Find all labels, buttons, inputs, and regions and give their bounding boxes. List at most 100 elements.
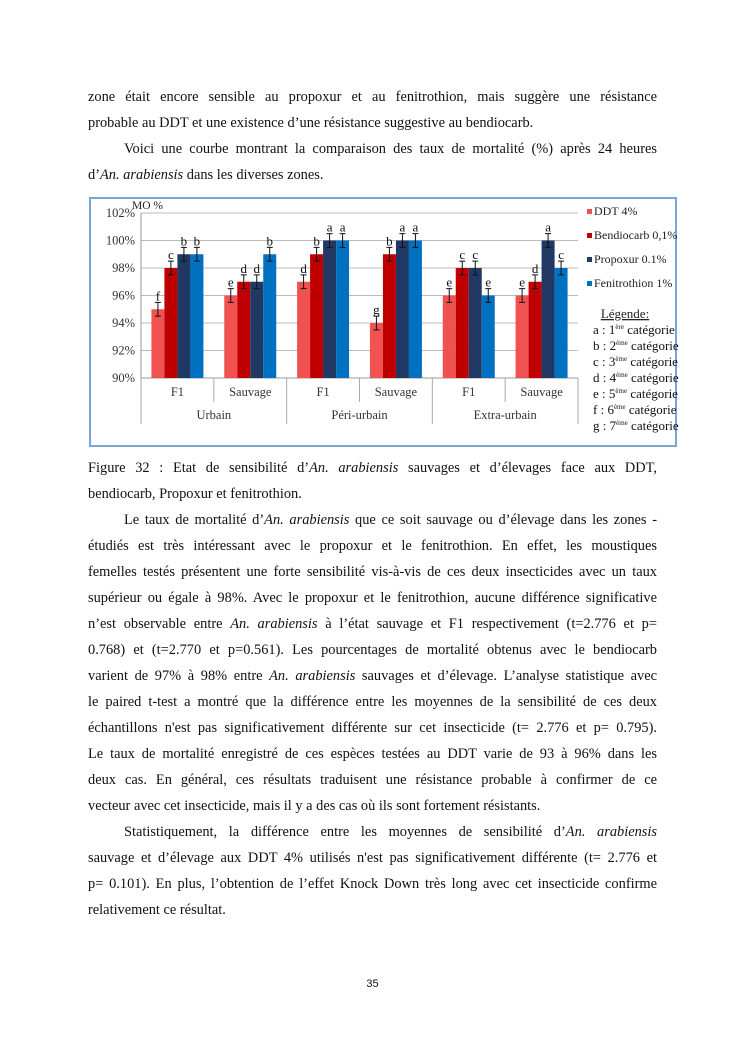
key-text: f : 6 [593,402,614,417]
key-text: catégorie [627,354,678,369]
text-line: Figure 32 : Etat de sensibilité d’An. ar… [88,458,657,478]
legend-label: DDT 4% [594,204,637,218]
key-text: catégorie [627,386,678,401]
error-bar [154,301,161,317]
text-line: n’est observable entre An. arabiensis à … [88,614,657,634]
significance-letter: e [485,275,491,290]
text-line: 0.768) et (t=2.770 et p=0.561). Les pour… [88,640,657,660]
error-bar [266,246,273,262]
significance-letter: e [519,275,525,290]
key-entry: g : 7ème catégorie [593,418,679,433]
key-text: c : 3 [593,354,615,369]
text-line: Voici une courbe montrant la comparaison… [124,139,657,159]
species-name: An. arabiensis [230,616,318,632]
bar [408,240,422,378]
text-line: supérieur ou égale à 98%. Avec le propox… [88,588,657,608]
bar [468,268,482,378]
x-tick-label: Sauvage [375,385,418,399]
group-label: Extra-urbain [474,408,538,422]
text-segment: Le taux de mortalité d’ [124,512,265,528]
error-bar [227,288,234,303]
significance-letter: c [459,247,465,262]
text-segment: n’est observable entre [88,616,231,632]
text-line: femelles testés présentent une forte sen… [88,562,657,582]
error-bar [386,246,393,262]
error-bar [545,233,552,248]
significance-letter: d [532,261,539,276]
significance-letter: c [558,247,564,262]
text-segment: relativement ce résultat. [88,902,226,918]
text-segment: sauvages et d’élevage. L’analyse statist… [355,668,657,684]
error-bar [373,315,380,331]
text-segment: le paired t-test a montré que la différe… [88,694,657,710]
x-tick-label: Sauvage [520,385,563,399]
text-segment: probable au DDT et une existence d’une r… [88,115,534,131]
bar [515,295,529,378]
error-bar [300,274,307,290]
group-label: Urbain [196,408,231,422]
species-name: An. arabiensis [565,824,657,840]
significance-letter: c [168,247,174,262]
bar [481,295,495,378]
group-label: Péri-urbain [331,408,388,422]
text-segment: deux cas. En général, ces résultats trad… [88,772,657,788]
error-bar [412,233,419,248]
error-bar [313,246,320,262]
text-line: bendiocarb, Propoxur et fenitrothion. [88,484,657,504]
error-bar [459,260,466,276]
key-text: b : 2 [593,338,616,353]
text-line: échantillons n'est pas significativement… [88,718,657,738]
y-tick-label: 102% [106,206,135,220]
text-segment: vecteur avec cet insecticide, mais il y … [88,798,541,814]
species-name: An. arabiensis [100,167,184,183]
text-segment: Statistiquement, la différence entre les… [124,824,566,840]
key-text: a : 1 [593,322,615,337]
x-tick-label: F1 [316,385,329,399]
text-segment: Figure 32 : Etat de sensibilité d’ [88,460,310,476]
key-title: Légende: [601,306,649,321]
bar [541,240,555,378]
text-segment: étudiés est très intéressant avec le pro… [88,538,657,554]
significance-letter: f [156,288,161,303]
significance-letter: b [181,233,188,248]
key-text: ème [616,339,628,347]
bar [369,323,383,378]
y-axis-label: MO % [132,200,163,212]
y-tick-label: 100% [106,234,135,248]
legend-label: Bendiocarb 0,1% [594,228,677,242]
key-text: ème [615,387,627,395]
bar [250,281,264,378]
key-text: catégorie [628,370,679,385]
key-entry: e : 5ème catégorie [593,386,678,401]
significance-letter: b [267,233,274,248]
key-entry: f : 6ème catégorie [593,402,677,417]
key-text: catégorie [628,418,679,433]
error-bar [446,288,453,303]
key-text: catégorie [626,402,677,417]
key-text: ème [614,403,626,411]
key-text: ème [616,419,628,427]
legend-swatch [587,257,592,262]
bar [395,240,409,378]
significance-letter: d [241,261,248,276]
species-name: An. arabiensis [309,460,399,476]
text-line: zone était encore sensible au propoxur e… [88,87,657,107]
species-name: An. arabiensis [264,512,350,528]
key-text: catégorie [624,322,675,337]
key-entry: a : 1ère catégorie [593,322,675,337]
significance-letter: b [313,233,320,248]
bar [164,268,178,378]
bar [528,281,542,378]
significance-letter: d [300,261,307,276]
significance-letter: c [472,247,478,262]
bar [263,254,277,378]
text-line: varient de 97% à 98% entre An. arabiensi… [88,666,657,686]
error-bar [339,233,346,248]
text-segment: sauvages et d’élevages face aux DDT, [398,460,657,476]
text-segment: échantillons n'est pas significativement… [88,720,657,736]
error-bar [180,246,187,262]
y-tick-label: 92% [112,344,135,358]
text-line: p= 0.101). En plus, l’obtention de l’eff… [88,874,657,894]
text-segment: Le taux de mortalité enregistré de ces e… [88,746,657,762]
